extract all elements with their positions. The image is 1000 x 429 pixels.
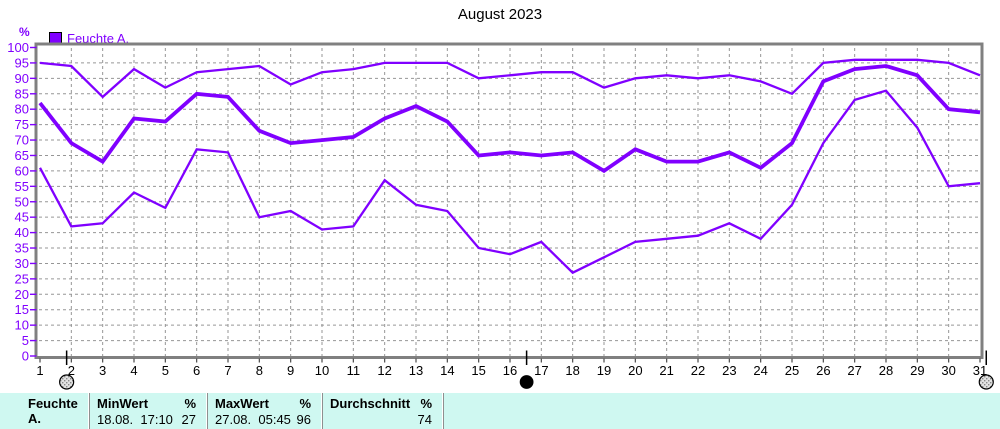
y-tick-label: 0	[22, 349, 29, 364]
y-tick-label: 30	[15, 256, 29, 271]
stats-table: Feuchte A. MinWert % 18.08. 17:10 27 Max…	[0, 393, 1000, 429]
maxwert-header: MaxWert	[215, 396, 269, 411]
y-tick-label: 40	[15, 225, 29, 240]
range-marker-right[interactable]	[978, 374, 994, 390]
y-tick-label: 85	[15, 86, 29, 101]
y-tick-label: 60	[15, 163, 29, 178]
x-tick-label: 4	[130, 363, 137, 378]
x-tick-label: 10	[315, 363, 329, 378]
position-marker[interactable]	[519, 375, 534, 389]
stats-minwert-cell: MinWert % 18.08. 17:10 27	[89, 393, 207, 429]
y-tick-label: 80	[15, 102, 29, 117]
y-tick-label: 70	[15, 133, 29, 148]
x-tick-label: 17	[534, 363, 548, 378]
minwert-unit-header: %	[184, 396, 196, 411]
x-tick-label: 8	[256, 363, 263, 378]
series-line-min	[38, 89, 981, 275]
y-tick-label: 45	[15, 210, 29, 225]
x-tick-label: 21	[659, 363, 673, 378]
series-line-durchschnitt	[38, 64, 981, 174]
minwert-value: 27	[181, 412, 196, 427]
durchschnitt-header: Durchschnitt	[330, 396, 411, 411]
x-tick-label: 24	[753, 363, 767, 378]
legend-label: Feuchte A.	[67, 31, 130, 46]
legend: Feuchte A.	[49, 31, 129, 46]
x-tick-label: 20	[628, 363, 642, 378]
y-tick-label: 75	[15, 117, 29, 132]
x-tick-label: 19	[597, 363, 611, 378]
x-tick-label: 14	[440, 363, 454, 378]
y-tick-label: 90	[15, 71, 29, 86]
x-tick-label: 1	[36, 363, 43, 378]
y-tick-label: 65	[15, 148, 29, 163]
x-tick-label: 13	[409, 363, 423, 378]
x-tick-label: 11	[347, 363, 361, 378]
x-tick-label: 26	[816, 363, 830, 378]
x-tick-label: 7	[224, 363, 231, 378]
minwert-header: MinWert	[97, 396, 149, 411]
y-tick-label: 50	[15, 194, 29, 209]
legend-color-swatch	[49, 32, 62, 45]
x-tick-label: 6	[193, 363, 200, 378]
x-tick-label: 29	[910, 363, 924, 378]
x-tick-label: 22	[691, 363, 705, 378]
maxwert-value: 96	[296, 412, 311, 427]
y-tick-label: 15	[15, 302, 29, 317]
x-tick-label: 15	[471, 363, 485, 378]
durchschnitt-unit-header: %	[420, 396, 432, 411]
y-tick-label: 100	[7, 40, 29, 55]
x-tick-label: 30	[941, 363, 955, 378]
y-tick-label: 20	[15, 287, 29, 302]
x-tick-label: 12	[377, 363, 391, 378]
stats-durchschnitt-cell: Durchschnitt % 74	[322, 393, 443, 429]
y-axis-unit-label: %	[19, 25, 30, 39]
stats-empty-cell	[443, 393, 997, 429]
maxwert-datetime: 27.08. 05:45	[215, 412, 291, 427]
x-tick-label: 23	[722, 363, 736, 378]
y-tick-label: 55	[15, 179, 29, 194]
y-tick-label: 5	[22, 333, 29, 348]
x-tick-label: 16	[503, 363, 517, 378]
x-tick-label: 9	[287, 363, 294, 378]
x-tick-label: 3	[99, 363, 106, 378]
y-tick-label: 25	[15, 271, 29, 286]
stats-row-label-cell: Feuchte A.	[0, 393, 89, 429]
x-tick-label: 27	[847, 363, 861, 378]
y-tick-label: 95	[15, 55, 29, 70]
durchschnitt-value: 74	[417, 412, 432, 427]
x-tick-label: 25	[785, 363, 799, 378]
series-line-max	[39, 58, 981, 99]
y-tick-label: 35	[15, 241, 29, 256]
stats-maxwert-cell: MaxWert % 27.08. 05:45 96	[207, 393, 322, 429]
range-marker-left[interactable]	[59, 374, 75, 390]
x-tick-label: 18	[565, 363, 579, 378]
x-tick-label: 5	[162, 363, 169, 378]
chart-title: August 2023	[457, 6, 543, 23]
stats-row-label: Feuchte A.	[28, 396, 78, 426]
maxwert-unit-header: %	[299, 396, 311, 411]
minwert-datetime: 18.08. 17:10	[97, 412, 173, 427]
y-tick-label: 10	[15, 318, 29, 333]
x-tick-label: 28	[879, 363, 893, 378]
